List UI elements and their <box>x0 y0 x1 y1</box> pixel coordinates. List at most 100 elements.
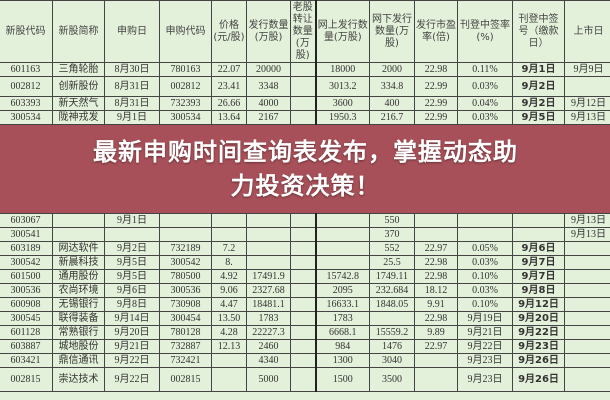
table-cell: 9月7日 <box>512 255 565 270</box>
table-row: 002812 创新股份 8月31日 002812 23.41 3348 3013.2 334.… <box>0 76 610 97</box>
table-cell: 603887 <box>0 339 53 354</box>
table-cell: 9月1日 <box>104 213 160 228</box>
column-header: 老股转让数量(万股) <box>290 0 316 63</box>
table-cell: 370 <box>369 227 415 242</box>
table-cell: 22.99 <box>414 96 458 111</box>
table-cell: 732887 <box>159 339 212 354</box>
table-cell: 603421 <box>0 353 53 368</box>
table-cell: 334.8 <box>369 76 415 97</box>
table-cell: 300541 <box>0 227 53 242</box>
table-cell: 600908 <box>0 297 53 312</box>
table-cell <box>564 325 610 340</box>
table-cell: 15559.2 <box>369 325 415 340</box>
table-cell: 4.47 <box>211 297 247 312</box>
table-cell: 9月19日 <box>457 311 513 326</box>
table-cell: 陇神戎发 <box>52 110 105 125</box>
table-cell: 9月5日 <box>512 110 565 125</box>
table-cell: 9月8日 <box>512 283 565 298</box>
table-cell: 9月7日 <box>512 269 565 284</box>
table-cell: 9月22日 <box>457 339 513 354</box>
table-cell: 9月13日 <box>564 213 610 228</box>
table-cell: 601163 <box>0 62 53 77</box>
table-cell <box>290 353 316 368</box>
table-cell <box>290 311 316 326</box>
table-cell <box>564 76 610 97</box>
column-header: 刊登中签号（缴款日） <box>512 0 565 63</box>
table-cell: 8. <box>211 255 247 270</box>
table-cell: 300534 <box>159 110 212 125</box>
table-cell: 崇达技术 <box>52 367 105 392</box>
table-cell: 9月2日 <box>104 241 160 256</box>
table-cell: 18000 <box>314 62 370 77</box>
table-cell: 3600 <box>314 96 370 111</box>
table-cell: 9月9日 <box>564 62 610 77</box>
table-cell: 22227.3 <box>246 325 291 340</box>
table-row: 603421 鼎信通讯 9月22日 732421 4340 1300 3040 9月23日 9月… <box>0 353 610 368</box>
table-cell: 216.7 <box>369 110 415 125</box>
table-cell: 732421 <box>159 353 212 368</box>
column-header: 申购代码 <box>159 0 212 63</box>
table-cell: 603189 <box>0 241 53 256</box>
table-cell <box>314 227 370 242</box>
table-cell: 22.07 <box>211 62 247 77</box>
table-cell: 城地股份 <box>52 339 105 354</box>
table-cell: 5000 <box>246 367 291 392</box>
table-row: 603189 网达软件 9月2日 732189 7.2 552 22.97 0.05% 9月6日 <box>0 241 610 256</box>
table-cell <box>211 213 247 228</box>
table-cell <box>564 241 610 256</box>
table-cell: 23.41 <box>211 76 247 97</box>
table-cell: 22.98 <box>414 62 458 77</box>
table-cell: 4000 <box>246 96 291 111</box>
table-cell: 9月2日 <box>512 96 565 111</box>
table-cell <box>564 255 610 270</box>
headline-line-1: 最新申购时间查询表发布，掌握动态助 <box>93 138 518 166</box>
table-row: 603393 新天然气 8月31日 732393 26.66 4000 3600 400 22.… <box>0 96 610 111</box>
table-cell: 0.03% <box>457 110 513 125</box>
table-cell <box>246 213 291 228</box>
table-cell: 1783 <box>246 311 291 326</box>
table-row: 300534 陇神戎发 9月1日 300534 13.64 2167 1950.3 216.7… <box>0 110 610 125</box>
table-cell: 9月1日 <box>512 62 565 77</box>
table-cell: 9月1日 <box>104 110 160 125</box>
table-row: 300542 新晨科技 9月5日 300542 8. 25.5 22.98 0.03% 9月7日 <box>0 255 610 270</box>
column-header: 网上发行数量(万股) <box>314 0 370 63</box>
table-cell: 1848.05 <box>369 297 415 312</box>
table-cell <box>159 213 212 228</box>
table-cell: 9月26日 <box>512 367 565 392</box>
table-cell: 4.92 <box>211 269 247 284</box>
table-cell: 15742.8 <box>314 269 370 284</box>
table-cell: 2167 <box>246 110 291 125</box>
table-cell <box>512 213 565 228</box>
table-cell: 9月6日 <box>104 283 160 298</box>
table-cell <box>369 311 415 326</box>
table-row: 600908 无锡银行 9月8日 730908 4.47 18481.1 16633.1 18… <box>0 297 610 312</box>
table-cell: 300454 <box>159 311 212 326</box>
table-cell: 22.98 <box>414 269 458 284</box>
table-cell: 984 <box>314 339 370 354</box>
table-cell: 300536 <box>159 283 212 298</box>
table-cell: 730908 <box>159 297 212 312</box>
table-cell: 1783 <box>314 311 370 326</box>
table-cell: 26.66 <box>211 96 247 111</box>
table-cell <box>414 213 458 228</box>
table-row: 603887 城地股份 9月21日 732887 12.13 2460 984 1476 22.… <box>0 339 610 354</box>
table-cell <box>290 367 316 392</box>
table-cell: 22.98 <box>414 255 458 270</box>
table-cell: 鼎信通讯 <box>52 353 105 368</box>
table-row: 601163 三角轮胎 8月30日 780163 22.07 20000 18000 2000… <box>0 62 610 77</box>
table-cell <box>104 227 160 242</box>
table-cell: 0.03% <box>457 283 513 298</box>
table-cell: 22.98 <box>414 311 458 326</box>
table-cell: 1749.11 <box>369 269 415 284</box>
table-cell: 0.10% <box>457 269 513 284</box>
table-cell: 732393 <box>159 96 212 111</box>
table-cell <box>414 367 458 392</box>
table-header-row: 新股代码 新股简称 申购日 申购代码 价格(元/股) 发行数量(万股) 老股转让数量(万股)… <box>0 0 610 63</box>
table-cell: 联得装备 <box>52 311 105 326</box>
table-cell: 002815 <box>159 367 212 392</box>
table-cell <box>564 269 610 284</box>
table-cell: 300542 <box>0 255 53 270</box>
table-cell: 网达软件 <box>52 241 105 256</box>
table-cell: 12.13 <box>211 339 247 354</box>
